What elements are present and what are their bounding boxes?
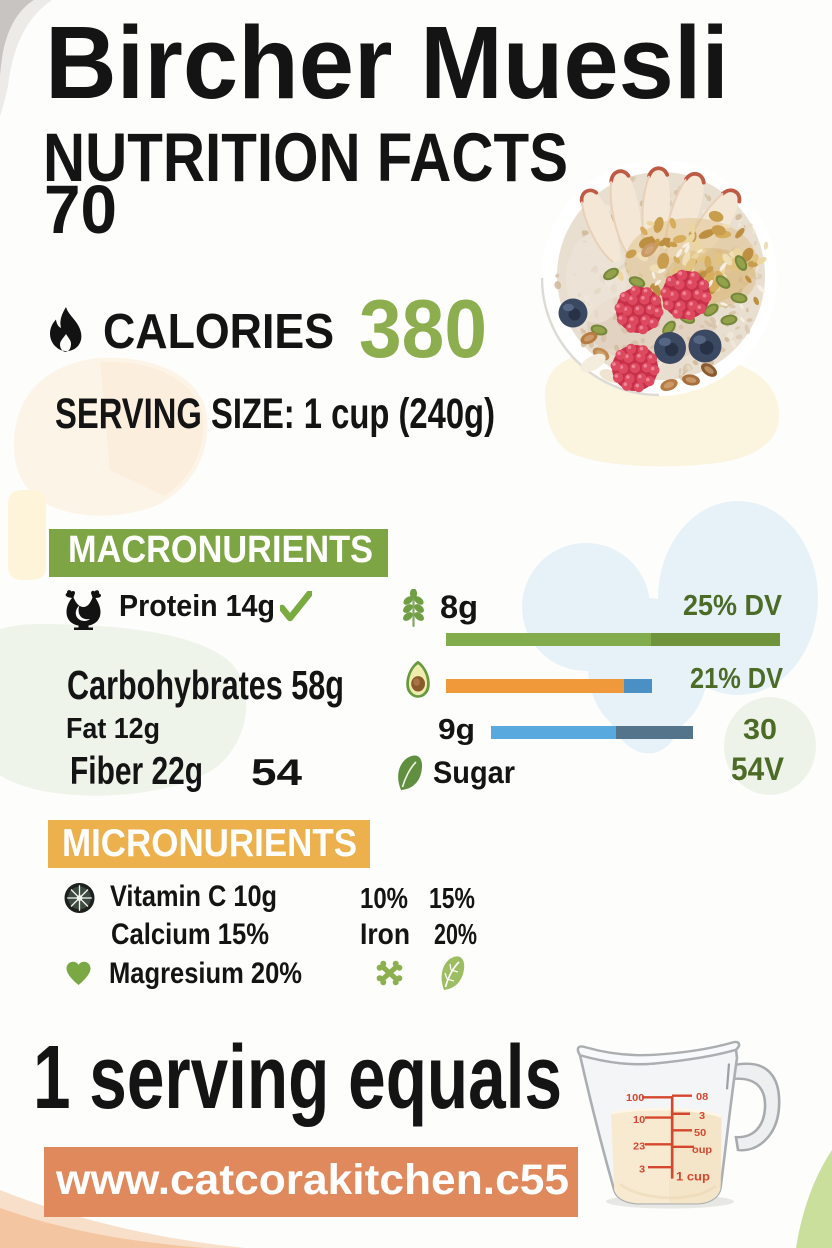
svg-text:1 cup: 1 cup [676,1170,710,1183]
svg-text:3: 3 [639,1164,645,1175]
svg-text:10: 10 [633,1114,645,1125]
svg-text:3: 3 [699,1111,705,1122]
svg-text:oup: oup [692,1144,713,1155]
svg-text:50: 50 [694,1128,706,1139]
svg-text:100: 100 [626,1093,644,1104]
svg-text:08: 08 [696,1091,708,1102]
svg-text:23: 23 [633,1141,645,1152]
